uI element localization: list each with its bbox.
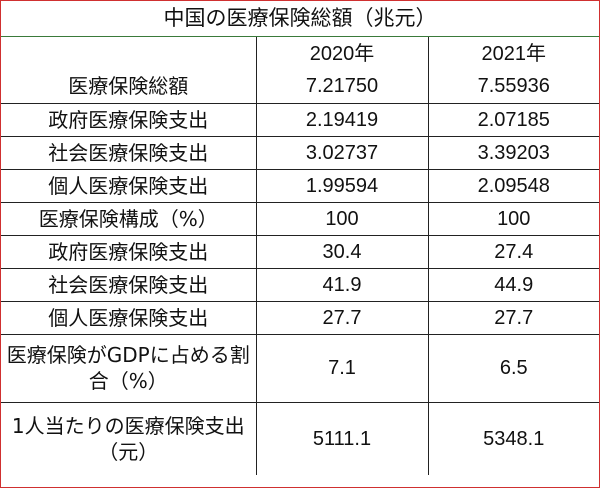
value-cell: 27.7 xyxy=(427,300,599,335)
value-cell: 27.7 xyxy=(255,300,429,335)
value-cell: 44.9 xyxy=(427,267,599,302)
row-label: 個人医療保険支出 xyxy=(1,168,257,203)
value-cell: 7.21750 xyxy=(255,70,429,104)
value-cell: 1.99594 xyxy=(255,168,429,203)
table-row: 個人医療保険支出 27.7 27.7 xyxy=(1,300,599,335)
value-cell: 27.4 xyxy=(427,234,599,269)
value-cell: 3.02737 xyxy=(255,135,429,170)
value-cell: 2.09548 xyxy=(427,168,599,203)
table-row: 社会医療保険支出 3.02737 3.39203 xyxy=(1,135,599,170)
value-cell: 3.39203 xyxy=(427,135,599,170)
row-label: 個人医療保険支出 xyxy=(1,300,257,335)
table-row: 1人当たりの医療保険支出（元） 5111.1 5348.1 xyxy=(1,401,599,475)
value-cell: 5348.1 xyxy=(427,401,599,475)
value-cell: 30.4 xyxy=(255,234,429,269)
value-cell: 2.19419 xyxy=(255,102,429,137)
header-cell xyxy=(1,37,257,70)
header-row: 2020年 2021年 xyxy=(1,37,599,70)
table-row: 社会医療保険支出 41.9 44.9 xyxy=(1,267,599,302)
value-cell: 5111.1 xyxy=(255,401,429,475)
row-label: 医療保険総額 xyxy=(1,70,257,104)
value-cell: 7.1 xyxy=(255,333,429,403)
header-cell: 2021年 xyxy=(427,37,599,70)
table-row: 個人医療保険支出 1.99594 2.09548 xyxy=(1,168,599,203)
row-label: 医療保険がGDPに占める割合（%） xyxy=(1,333,257,403)
data-table: 2020年 2021年 医療保険総額 7.21750 7.55936 政府医療保険支出… xyxy=(1,37,599,475)
value-cell: 100 xyxy=(427,201,599,236)
row-label: 政府医療保険支出 xyxy=(1,102,257,137)
value-cell: 100 xyxy=(255,201,429,236)
value-cell: 41.9 xyxy=(255,267,429,302)
row-label: 1人当たりの医療保険支出（元） xyxy=(1,401,257,475)
value-cell: 7.55936 xyxy=(427,70,599,104)
table-row: 医療保険構成（%） 100 100 xyxy=(1,201,599,236)
row-label: 医療保険構成（%） xyxy=(1,201,257,236)
row-label: 政府医療保険支出 xyxy=(1,234,257,269)
table-row: 医療保険がGDPに占める割合（%） 7.1 6.5 xyxy=(1,333,599,403)
table-row: 医療保険総額 7.21750 7.55936 xyxy=(1,70,599,104)
value-cell: 2.07185 xyxy=(427,102,599,137)
table-row: 政府医療保険支出 2.19419 2.07185 xyxy=(1,102,599,137)
table-row: 政府医療保険支出 30.4 27.4 xyxy=(1,234,599,269)
row-label: 社会医療保険支出 xyxy=(1,267,257,302)
header-cell: 2020年 xyxy=(255,37,429,70)
value-cell: 6.5 xyxy=(427,333,599,403)
table-title: 中国の医療保険総額（兆元） xyxy=(1,1,599,37)
row-label: 社会医療保険支出 xyxy=(1,135,257,170)
